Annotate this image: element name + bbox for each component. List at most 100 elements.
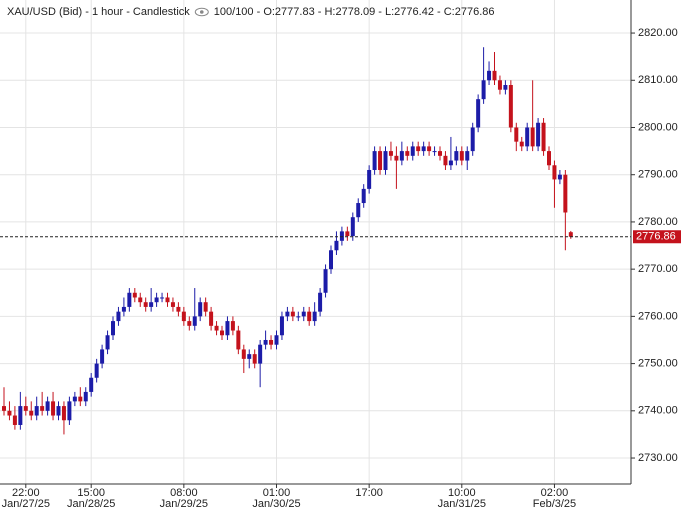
eye-pupil [199,10,204,14]
candle-body [388,151,393,156]
y-tick-label: 2810.00 [638,74,678,86]
candle-body [181,311,186,322]
candle-body [427,146,432,152]
candle-body [470,127,475,152]
candle-body [230,321,235,331]
candle-body [236,330,241,350]
x-tick-label: 08:00 [170,487,198,499]
candle-body [307,311,312,322]
candle-body [45,401,50,411]
candle-body [399,151,404,161]
candle-body [220,330,224,336]
y-tick-label: 2780.00 [638,216,678,228]
candle-body [274,335,279,345]
candle-body [198,302,203,317]
candles [0,47,631,435]
candle-body [383,151,388,170]
x-tick-date: Jan/30/25 [252,498,300,509]
x-tick-label: 01:00 [263,487,291,499]
candle-body [247,354,252,359]
candle-body [67,401,72,421]
y-tick-label: 2730.00 [638,452,678,464]
x-tick-date: Jan/28/25 [67,498,115,509]
y-tick-label: 2750.00 [638,357,678,369]
candle-body [258,344,263,364]
candle-body [29,410,34,416]
candle-body [481,80,486,100]
x-tick-label: 22:00 [12,487,40,499]
candle-body [83,391,88,402]
candle-body [552,165,557,180]
chart-title: XAU/USD (Bid) - 1 hour - Candlestick [7,6,190,18]
last-price-tag [633,230,681,244]
candle-body [225,321,230,336]
y-tick-label: 2760.00 [638,310,678,322]
eye-outline [194,7,209,17]
candle-body [350,217,355,237]
candle-body [214,325,219,331]
candle-body [165,297,170,303]
candle-body [2,406,6,411]
y-tick-label: 2820.00 [638,27,678,39]
candle-body [356,203,361,218]
candle-body [160,297,165,299]
candle-body [105,335,110,350]
candle-body [301,311,306,317]
candle-body [334,240,339,251]
candle-body [508,84,513,128]
candle-body [405,151,410,156]
candle-body [329,250,333,270]
x-tick-label: 02:00 [541,487,569,499]
candle-body [40,406,45,411]
candle-body [503,84,508,90]
x-tick-label: 15:00 [77,487,105,499]
eye-icon[interactable] [194,7,209,17]
candle-body [7,410,12,416]
x-tick-label: 17:00 [355,487,383,499]
candle-body [269,339,274,345]
x-tick-date: Jan/29/25 [160,498,208,509]
candle-body [279,316,284,336]
candle-body [290,311,295,317]
candle-body [149,302,154,307]
candle-body [443,155,448,166]
candle-body [18,406,23,425]
candle-body [116,311,121,322]
candle-body [127,292,132,307]
candle-body [176,306,181,312]
candle-body [285,311,290,317]
y-tick-label: 2800.00 [638,121,678,133]
candle-body [459,151,464,161]
candle-body [241,349,246,359]
candle-body [323,269,328,293]
x-tick-date: Jan/27/25 [2,498,50,509]
candle-body [143,302,148,307]
candle-body [465,151,470,161]
candle-body [487,70,492,81]
candle-body [56,406,61,416]
chart-subtitle: 100/100 - O:2777.83 - H:2778.09 - L:2776… [214,6,495,18]
candle-body [519,141,524,147]
y-tick-label: 2770.00 [638,263,678,275]
x-tick-date: Jan/31/25 [438,498,486,509]
candle-body [541,122,546,152]
candle-body [514,127,519,142]
candle-body [361,188,366,204]
candle-body [23,406,28,411]
candle-body [121,306,126,312]
candle-body [61,406,66,421]
candle-body [410,146,415,156]
x-tick-date: Feb/3/25 [533,498,576,509]
labels: 2730.00 2740.00 2750.00 2760.00 2770.00 2780.… [2,27,681,509]
candle-body [372,151,377,170]
candle-body [263,339,268,345]
candle-body [438,151,442,156]
candle-body [448,160,453,166]
candle-body [557,174,562,180]
candle-body [154,297,159,303]
candle-body [378,151,383,170]
candle-body [497,80,502,90]
candle-body [138,297,143,303]
y-tick-label: 2790.00 [638,169,678,181]
